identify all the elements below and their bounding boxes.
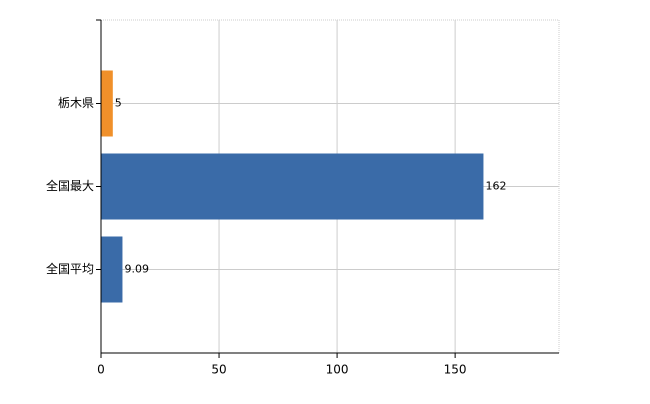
value-label: 9.09 <box>124 263 149 276</box>
x-tick-label: 0 <box>97 363 105 377</box>
y-tick-label: 栃木県 <box>58 96 94 110</box>
value-label: 5 <box>115 97 122 110</box>
x-tick-label: 150 <box>444 363 467 377</box>
x-tick-label: 50 <box>211 363 226 377</box>
bar <box>101 236 123 303</box>
y-tick-label: 全国平均 <box>46 261 94 276</box>
bar <box>101 153 484 220</box>
bar <box>101 70 113 137</box>
x-tick-label: 100 <box>326 363 349 377</box>
value-label: 162 <box>485 180 506 193</box>
y-tick-label: 全国最大 <box>46 178 94 193</box>
